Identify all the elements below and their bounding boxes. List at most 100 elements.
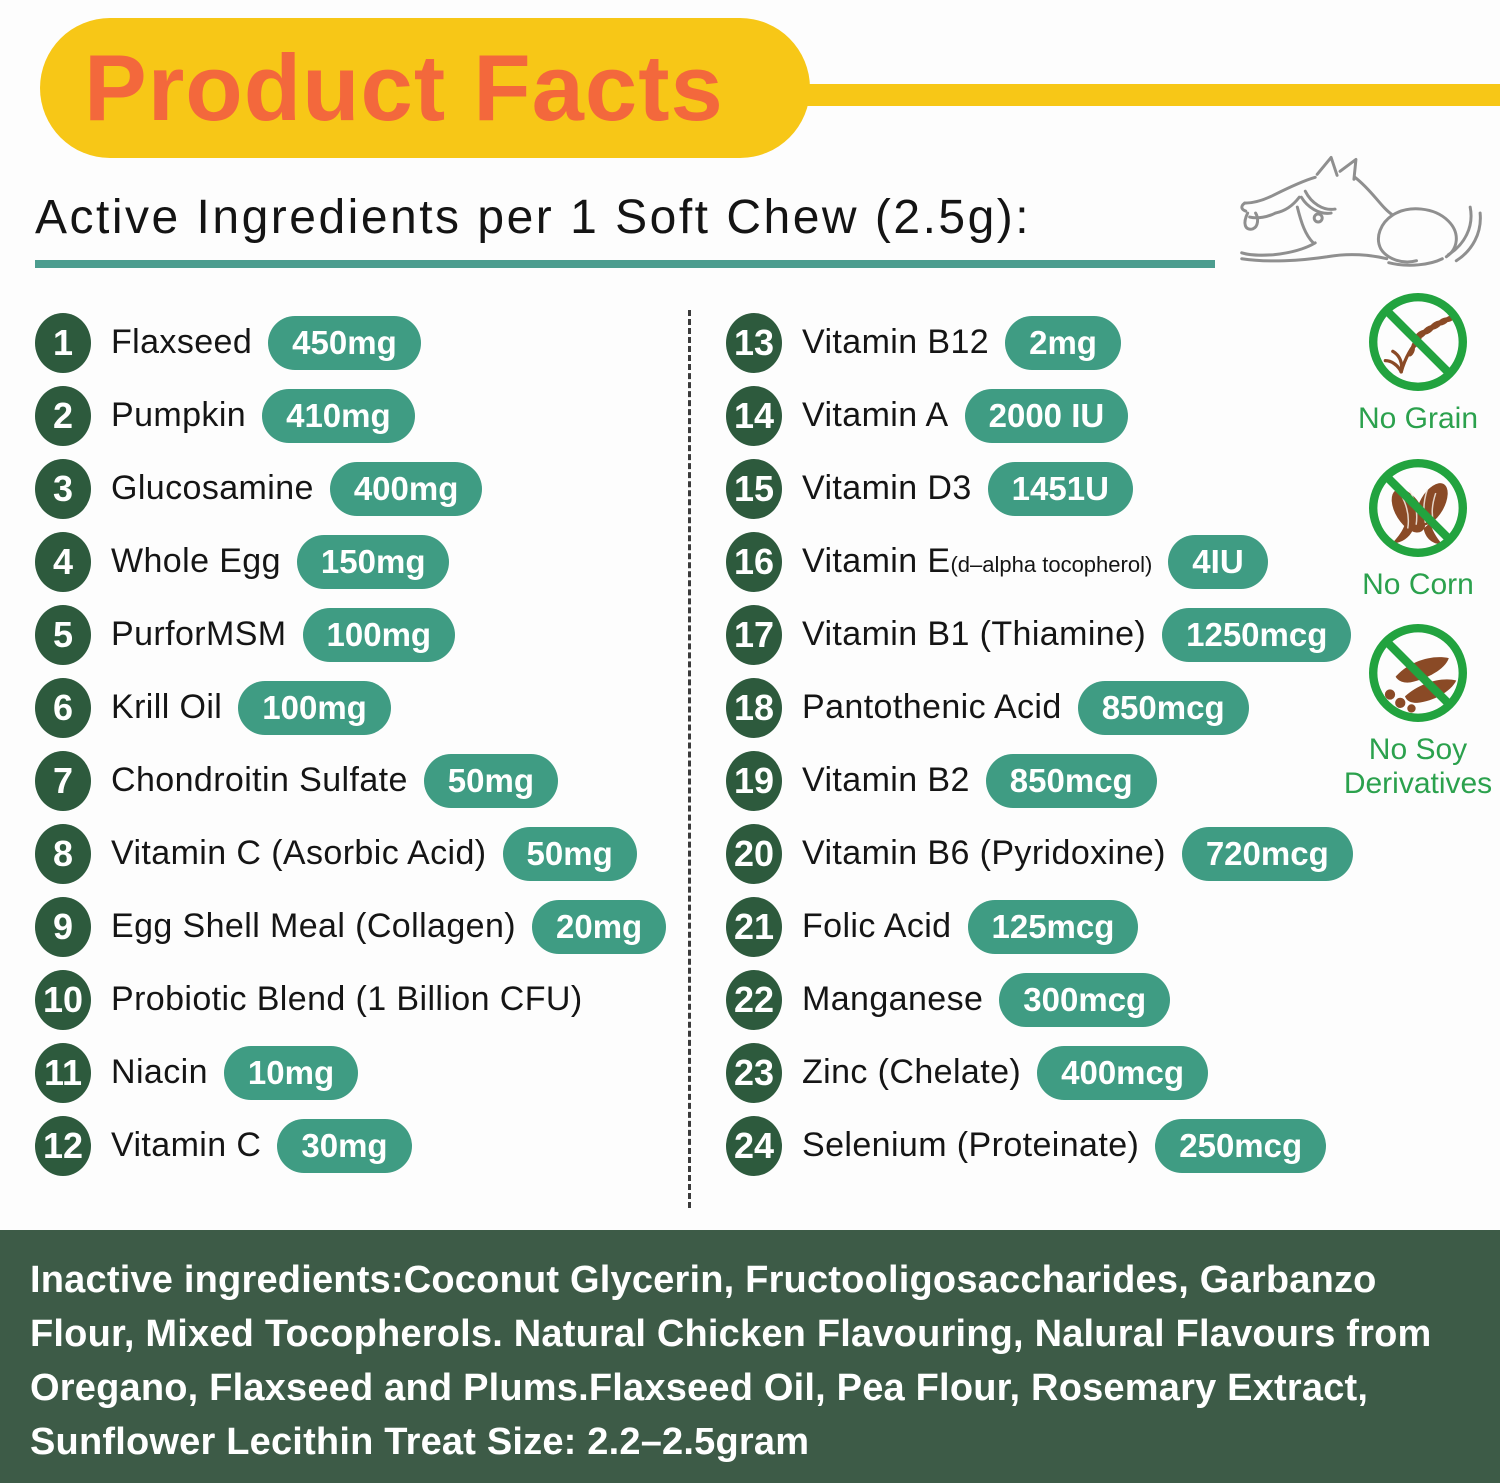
ingredient-number-badge: 15 — [726, 458, 782, 519]
ingredient-amount-pill: 250mcg — [1155, 1118, 1327, 1173]
ingredient-row: 24 Selenium (Proteinate) 250mcg — [726, 1109, 1353, 1182]
ingredient-amount-pill: 150mg — [296, 534, 450, 589]
ingredient-row: 9 Egg Shell Meal (Collagen) 20mg — [35, 890, 667, 963]
ingredient-row: 15 Vitamin D3 1451U — [726, 452, 1353, 525]
column-divider — [688, 310, 691, 1208]
ingredient-row: 21 Folic Acid 125mcg — [726, 890, 1353, 963]
ingredient-row: 1 Flaxseed 450mg — [35, 306, 666, 379]
ingredient-column-left: 1 Flaxseed 450mg 2 Pumpkin 410mg 3 Glucosamin… — [35, 306, 667, 1182]
ingredient-row: 10 Probiotic Blend (1 Billion CFU) — [35, 963, 666, 1036]
ingredient-label: Selenium (Proteinate) — [802, 1126, 1140, 1164]
ingredient-number-badge: 6 — [35, 677, 91, 738]
ingredient-row: 11 Niacin 10mg — [35, 1036, 666, 1109]
ingredient-number-badge: 14 — [726, 385, 782, 446]
dietary-badge-no-soy: No Soy Derivatives — [1336, 617, 1500, 800]
ingredient-number-badge: 7 — [35, 750, 91, 811]
ingredient-amount-pill: 20mg — [531, 899, 667, 954]
dietary-badge-no-grain: No Grain — [1358, 286, 1478, 436]
ingredient-row: 12 Vitamin C 30mg — [35, 1109, 666, 1182]
ingredient-label: PurforMSM — [111, 615, 287, 653]
ingredient-amount-pill: 100mg — [302, 607, 456, 662]
ingredient-label: Vitamin E(d–alpha tocopherol) — [802, 542, 1152, 581]
ingredient-amount-pill: 100mg — [238, 680, 391, 735]
ingredient-amount-pill: 850mcg — [985, 753, 1157, 808]
ingredient-row: 3 Glucosamine 400mg — [35, 452, 666, 525]
ingredient-amount-pill: 125mcg — [967, 899, 1139, 954]
ingredient-label: Vitamin B12 — [802, 323, 990, 361]
ingredient-row: 17 Vitamin B1 (Thiamine) 1250mcg — [726, 598, 1353, 671]
ingredient-number-badge: 22 — [726, 969, 782, 1030]
ingredient-amount-pill: 850mcg — [1077, 680, 1249, 735]
ingredient-label-main: Vitamin E — [802, 542, 951, 580]
ingredient-amount-pill: 1250mcg — [1162, 607, 1352, 662]
no-corn-icon — [1369, 458, 1467, 557]
no-soy-icon — [1369, 624, 1467, 723]
ingredient-number-badge: 17 — [726, 604, 782, 665]
ingredient-label: Niacin — [111, 1053, 208, 1091]
ingredient-row: 13 Vitamin B12 2mg — [726, 306, 1353, 379]
heading-underline — [35, 260, 1215, 268]
ingredient-row: 4 Whole Egg 150mg — [35, 525, 666, 598]
ingredient-amount-pill: 2mg — [1005, 315, 1121, 370]
ingredient-label: Whole Egg — [111, 542, 281, 580]
ingredient-amount-pill: 410mg — [262, 388, 415, 443]
ingredient-row: 16 Vitamin E(d–alpha tocopherol) 4IU — [726, 525, 1353, 598]
dietary-badge-label: No Corn — [1362, 567, 1474, 601]
ingredient-number-badge: 8 — [35, 823, 91, 884]
ingredient-number-badge: 9 — [35, 896, 91, 957]
ingredient-number-badge: 16 — [726, 531, 782, 592]
ingredient-label: Vitamin C (Asorbic Acid) — [111, 834, 487, 872]
ingredient-label: Vitamin B2 — [802, 761, 970, 799]
ingredient-number-badge: 12 — [35, 1115, 91, 1176]
ingredient-number-badge: 4 — [35, 531, 91, 592]
ingredient-label: Glucosamine — [111, 469, 314, 507]
ingredient-label: Chondroitin Sulfate — [111, 761, 408, 799]
ingredient-row: 2 Pumpkin 410mg — [35, 379, 666, 452]
ingredient-amount-pill: 1451U — [987, 461, 1133, 516]
ingredient-number-badge: 21 — [726, 896, 782, 957]
section-heading: Active Ingredients per 1 Soft Chew (2.5g… — [35, 191, 1032, 244]
ingredient-label: Egg Shell Meal (Collagen) — [111, 907, 516, 945]
ingredient-label: Vitamin C — [111, 1126, 262, 1164]
ingredient-row: 18 Pantothenic Acid 850mcg — [726, 671, 1353, 744]
ingredient-label: Probiotic Blend (1 Billion CFU) — [111, 980, 583, 1018]
ingredient-amount-pill: 50mg — [423, 753, 559, 808]
ingredient-number-badge: 2 — [35, 385, 91, 446]
ingredient-row: 23 Zinc (Chelate) 400mcg — [726, 1036, 1353, 1109]
ingredient-label: Vitamin B6 (Pyridoxine) — [802, 834, 1166, 872]
ingredient-row: 14 Vitamin A 2000 IU — [726, 379, 1353, 452]
ingredient-row: 7 Chondroitin Sulfate 50mg — [35, 744, 666, 817]
page-title: Product Facts — [84, 35, 724, 140]
dietary-badge-no-corn: No Corn — [1362, 452, 1474, 602]
ingredient-row: 20 Vitamin B6 (Pyridoxine) 720mcg — [726, 817, 1353, 890]
ingredient-amount-pill: 2000 IU — [964, 388, 1129, 443]
ingredient-number-badge: 3 — [35, 458, 91, 519]
ingredient-label: Vitamin A — [802, 396, 949, 434]
title-rule — [788, 84, 1500, 106]
ingredient-label: Vitamin D3 — [802, 469, 972, 507]
ingredient-column-right: 13 Vitamin B12 2mg 14 Vitamin A 2000 IU 15 Vi… — [726, 306, 1353, 1182]
ingredient-number-badge: 24 — [726, 1115, 782, 1176]
ingredient-amount-pill: 300mcg — [999, 972, 1171, 1027]
ingredient-number-badge: 11 — [35, 1042, 91, 1103]
ingredient-number-badge: 5 — [35, 604, 91, 665]
ingredient-label: Manganese — [802, 980, 984, 1018]
ingredient-number-badge: 10 — [35, 969, 91, 1030]
no-grain-icon — [1368, 293, 1467, 391]
ingredient-sublabel: (d–alpha tocopherol) — [950, 552, 1153, 577]
ingredient-amount-pill: 10mg — [223, 1045, 359, 1100]
ingredient-row: 5 PurforMSM 100mg — [35, 598, 666, 671]
inactive-ingredients-text: Inactive ingredients:Coconut Glycerin, F… — [0, 1230, 1500, 1483]
ingredient-label: Zinc (Chelate) — [802, 1053, 1022, 1091]
ingredient-number-badge: 13 — [726, 312, 782, 373]
ingredient-amount-pill: 400mcg — [1037, 1045, 1209, 1100]
ingredient-row: 6 Krill Oil 100mg — [35, 671, 666, 744]
ingredient-amount-pill: 30mg — [277, 1118, 412, 1173]
ingredient-label: Pantothenic Acid — [802, 688, 1062, 726]
ingredient-amount-pill: 450mg — [268, 315, 421, 370]
ingredient-label: Folic Acid — [802, 907, 952, 945]
ingredient-number-badge: 18 — [726, 677, 782, 738]
ingredient-row: 8 Vitamin C (Asorbic Acid) 50mg — [35, 817, 666, 890]
ingredient-amount-pill: 720mcg — [1181, 826, 1353, 881]
